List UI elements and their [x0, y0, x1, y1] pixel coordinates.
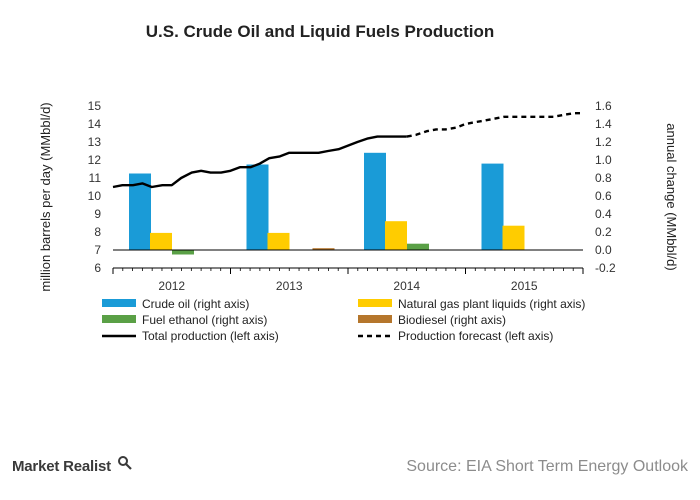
forecast-line	[406, 111, 583, 138]
legend-label: Fuel ethanol (right axis)	[142, 313, 267, 327]
x-tick-label-2012: 2012	[158, 279, 185, 293]
legend-label: Crude oil (right axis)	[142, 297, 249, 311]
chart-title: U.S. Crude Oil and Liquid Fuels Producti…	[145, 22, 495, 41]
right-tick-label: 1.2	[595, 135, 612, 149]
right-tick-label: 0.8	[595, 171, 612, 185]
left-tick-label: 8	[94, 225, 101, 239]
left-axis-title: million barrels per day (MMbbl/d)	[38, 102, 53, 291]
legend-swatch	[358, 299, 392, 307]
left-tick-label: 12	[88, 153, 102, 167]
right-tick-label: 0.4	[595, 207, 612, 221]
legend-label: Total production (left axis)	[142, 329, 279, 343]
bar-natural-2014	[385, 221, 407, 250]
magnifier-icon	[117, 455, 133, 476]
legend-label: Biodiesel (right axis)	[398, 313, 506, 327]
legend-swatch	[102, 299, 136, 307]
bar-fuel-2012	[172, 250, 194, 255]
legend-swatch	[102, 315, 136, 323]
bar-natural-2015	[502, 225, 525, 250]
right-axis-title: annual change (MMbbl/d)	[664, 123, 679, 270]
left-tick-label: 13	[88, 135, 102, 149]
bar-natural-2012	[150, 232, 172, 250]
right-tick-label: 1.6	[595, 99, 612, 113]
right-tick-label: 1.0	[595, 153, 612, 167]
x-tick-label-2015: 2015	[511, 279, 538, 293]
left-tick-label: 11	[89, 171, 102, 185]
bar-crude-2013	[246, 164, 269, 250]
bar-natural-2013	[267, 232, 290, 250]
right-tick-label: -0.2	[595, 261, 616, 275]
brand-logo-text: Market Realist	[12, 458, 111, 475]
right-tick-label: 0.0	[595, 243, 612, 257]
left-tick-label: 15	[88, 99, 102, 113]
x-tick-label-2013: 2013	[276, 279, 303, 293]
left-tick-label: 14	[88, 117, 102, 131]
left-tick-label: 6	[94, 261, 101, 275]
left-tick-label: 9	[94, 207, 101, 221]
x-tick-label-2014: 2014	[393, 279, 420, 293]
right-tick-label: 0.6	[595, 189, 612, 203]
legend-label: Natural gas plant liquids (right axis)	[398, 297, 585, 311]
bar-crude-2014	[364, 152, 386, 250]
bar-crude-2012	[129, 173, 151, 250]
left-tick-label: 7	[94, 243, 101, 257]
bar-crude-2015	[481, 163, 504, 250]
right-tick-label: 0.2	[595, 225, 612, 239]
bar-fuel-2014	[407, 243, 429, 250]
source-note: Source: EIA Short Term Energy Outlook	[406, 458, 688, 475]
legend-label: Production forecast (left axis)	[398, 329, 553, 343]
legend-swatch	[358, 315, 392, 323]
left-tick-label: 10	[88, 189, 102, 203]
right-tick-label: 1.4	[595, 117, 612, 131]
total-production-line	[112, 135, 407, 189]
bar-biodiesel-2013	[312, 248, 335, 250]
